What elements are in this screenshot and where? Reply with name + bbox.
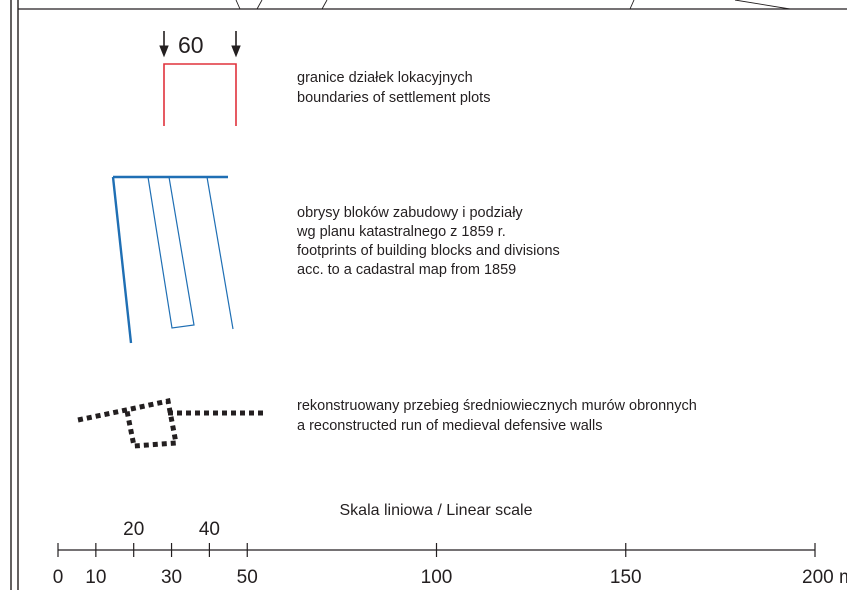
plot-boundary-symbol: 60	[159, 31, 241, 126]
scale-tick-label: 30	[161, 567, 182, 588]
defensive-wall-symbol	[77, 398, 265, 449]
plot-boundary-line	[163, 63, 237, 126]
scale-tick-label: 50	[237, 567, 258, 588]
defensive-wall-run	[77, 398, 179, 449]
scale-tick-label: 0	[53, 567, 64, 588]
block-legend-line: obrysy bloków zabudowy i podziały	[297, 205, 523, 221]
scale-tick-label: 10	[85, 567, 106, 588]
wall-legend-text: rekonstruowany przebieg średniowiecznych…	[297, 398, 701, 434]
block-legend-line: acc. to a cadastral map from 1859	[297, 262, 516, 278]
scale-tick-label: 150	[610, 567, 642, 588]
scale-tick-label: 100	[421, 567, 453, 588]
map-frame	[10, 0, 847, 590]
scale-title: Skala liniowa / Linear scale	[340, 502, 533, 519]
plot-legend-line: granice działek lokacyjnych	[297, 70, 473, 86]
linear-scale-bar: 0 10 30 50 100 150 200 m 20 40	[53, 519, 847, 588]
block-division-plot	[147, 176, 195, 329]
scale-minor-tick-label: 20	[123, 519, 144, 540]
plot-legend-line: boundaries of settlement plots	[297, 90, 490, 106]
scale-minor-tick-label: 40	[199, 519, 220, 540]
block-division-line	[206, 176, 234, 330]
block-legend-text: obrysy bloków zabudowy i podziały wg pla…	[296, 205, 564, 278]
block-footprint-symbol	[111, 175, 234, 344]
plot-dimension-label: 60	[178, 32, 204, 58]
plot-legend-text: granice działek lokacyjnych boundaries o…	[297, 70, 490, 106]
wall-legend-line: rekonstruowany przebieg średniowiecznych…	[297, 398, 697, 414]
dimension-arrows	[159, 31, 241, 58]
block-legend-line: footprints of building blocks and divisi…	[297, 243, 560, 259]
block-legend-line: wg planu katastralnego z 1859 r.	[296, 224, 506, 240]
scale-tick-label: 200 m	[802, 567, 847, 588]
wall-legend-line: a reconstructed run of medieval defensiv…	[297, 418, 602, 434]
block-outline-left	[111, 176, 133, 344]
map-edge-lines	[235, 0, 791, 10]
